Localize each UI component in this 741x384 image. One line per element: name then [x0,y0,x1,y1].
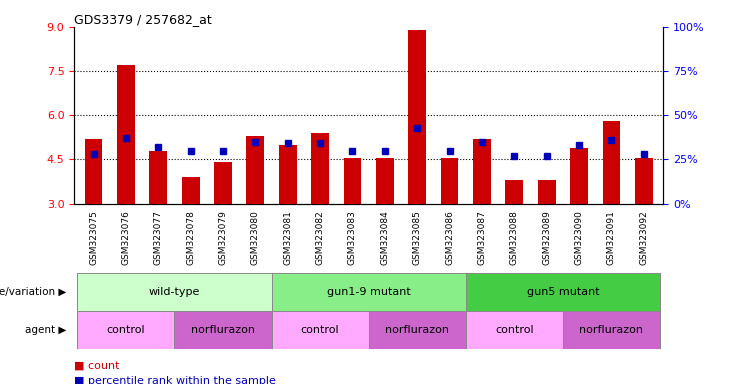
Bar [570,147,588,204]
Bar [344,158,362,204]
Text: ■ count: ■ count [74,361,119,371]
Text: GDS3379 / 257682_at: GDS3379 / 257682_at [74,13,212,26]
Bar [150,151,167,204]
Text: control: control [107,325,145,335]
Bar [408,30,426,204]
Bar [271,311,368,349]
Bar [279,145,296,204]
Bar [635,158,653,204]
Bar [368,311,466,349]
Bar [214,162,232,204]
Bar [77,273,271,311]
Bar [466,311,563,349]
Text: agent ▶: agent ▶ [25,325,67,335]
Bar [84,139,102,204]
Text: genotype/variation ▶: genotype/variation ▶ [0,287,67,297]
Text: wild-type: wild-type [149,287,200,297]
Bar [247,136,265,204]
Bar [271,273,466,311]
Text: gun1-9 mutant: gun1-9 mutant [327,287,411,297]
Bar [77,311,174,349]
Bar [174,311,271,349]
Bar [117,65,135,204]
Bar [182,177,199,204]
Bar [311,133,329,204]
Text: norflurazon: norflurazon [385,325,449,335]
Text: ■ percentile rank within the sample: ■ percentile rank within the sample [74,376,276,384]
Bar [602,121,620,204]
Bar [538,180,556,204]
Text: control: control [301,325,339,335]
Text: norflurazon: norflurazon [579,325,643,335]
Bar [563,311,660,349]
Bar [441,158,459,204]
Bar [473,139,491,204]
Bar [376,158,393,204]
Bar [466,273,660,311]
Text: gun5 mutant: gun5 mutant [527,287,599,297]
Text: control: control [495,325,534,335]
Text: norflurazon: norflurazon [191,325,255,335]
Bar [505,180,523,204]
